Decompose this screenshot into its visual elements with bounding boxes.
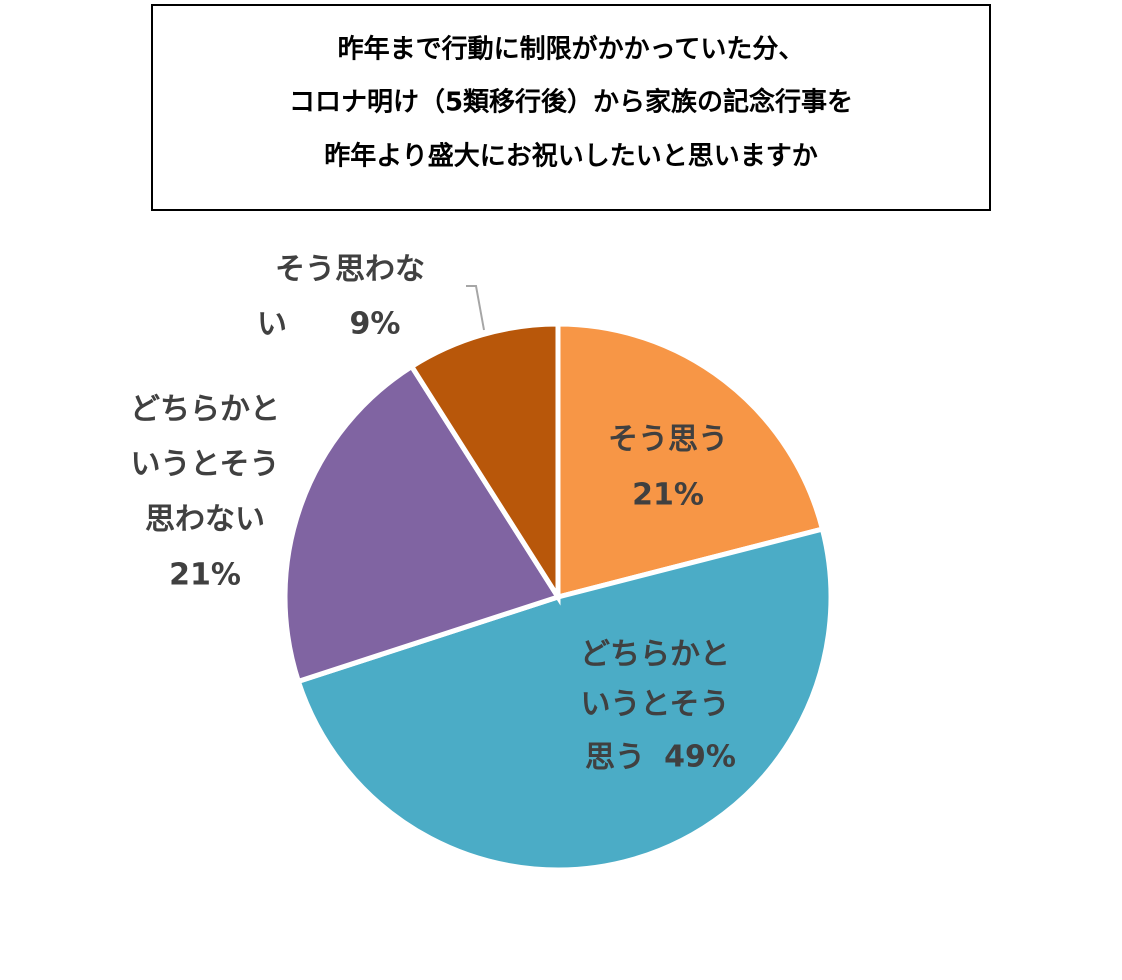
value-label: 21% xyxy=(632,478,704,513)
slice-label: どちらかというとそう思わない xyxy=(130,392,280,537)
pie-slice xyxy=(295,526,834,873)
slice-label: どちらかというとそう思う xyxy=(580,637,730,775)
chart-title: コロナ明け（5類移行後）から家族の記念行事を xyxy=(289,87,853,118)
chart-title: 昨年まで行動に制限がかかっていた分、 xyxy=(338,34,805,65)
slice-label: そう思わない xyxy=(257,252,425,342)
title-box xyxy=(151,4,991,211)
value-label: 49% xyxy=(664,740,736,775)
pie-slice xyxy=(555,321,826,601)
slice-label: そう思う xyxy=(608,422,728,457)
leader-line xyxy=(466,285,485,331)
pie-slice xyxy=(282,363,562,685)
pie-slice xyxy=(408,321,561,606)
value-label: 9% xyxy=(350,307,401,342)
chart-title: 昨年より盛大にお祝いしたいと思いますか xyxy=(324,141,817,172)
value-label: 21% xyxy=(169,558,241,593)
